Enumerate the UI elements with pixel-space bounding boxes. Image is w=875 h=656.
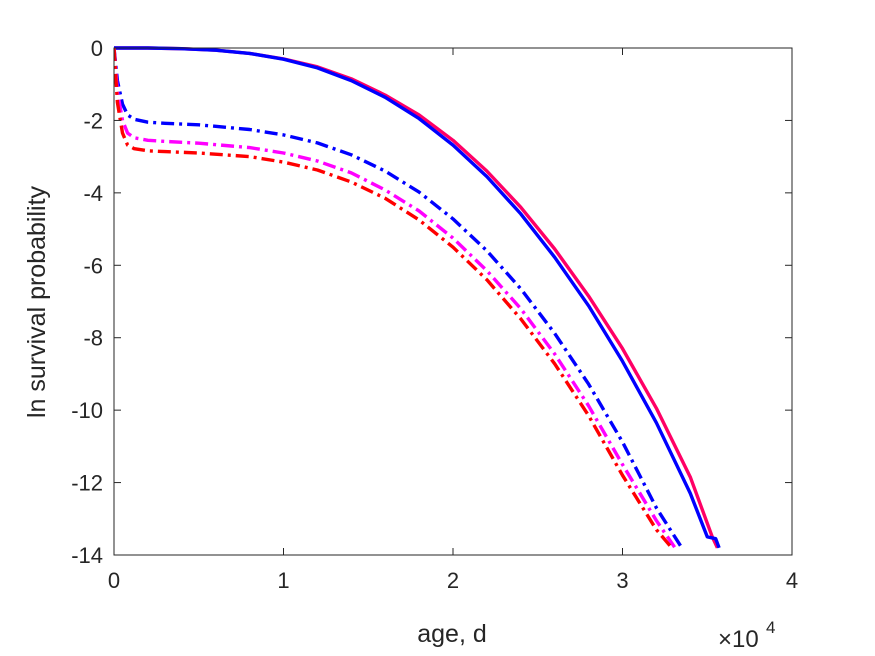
x-tick-label: 3	[616, 568, 628, 593]
y-axis-label: ln survival probability	[23, 185, 51, 418]
y-tick-label: -8	[83, 326, 103, 351]
y-tick-label: -6	[83, 253, 103, 278]
x-axis-multiplier: ×10 4	[718, 618, 775, 653]
x-axis-label: age, d	[417, 620, 487, 648]
y-tick-label: 0	[91, 36, 103, 61]
axes: 0 1 2 3 4 0 -2 -4 -6 -8 -10 -12 -14	[71, 36, 798, 593]
series-line-3	[114, 47, 684, 549]
y-tick-label: -2	[83, 108, 103, 133]
x-tick-label: 4	[786, 568, 798, 593]
x-multiplier-base: ×10	[718, 626, 759, 653]
y-tick-label: -10	[71, 398, 103, 423]
series-line-2	[114, 46, 721, 549]
x-tick-label: 0	[108, 568, 120, 593]
series-line-5	[114, 47, 673, 549]
series-line-4	[114, 47, 677, 549]
x-multiplier-exponent: 4	[766, 618, 775, 637]
y-tick-label: -4	[83, 181, 103, 206]
series-layer	[114, 46, 721, 549]
x-tick-label: 1	[277, 568, 289, 593]
y-tick-label: -12	[71, 471, 103, 496]
x-tick-label: 2	[447, 568, 459, 593]
y-tick-label: -14	[71, 543, 103, 568]
